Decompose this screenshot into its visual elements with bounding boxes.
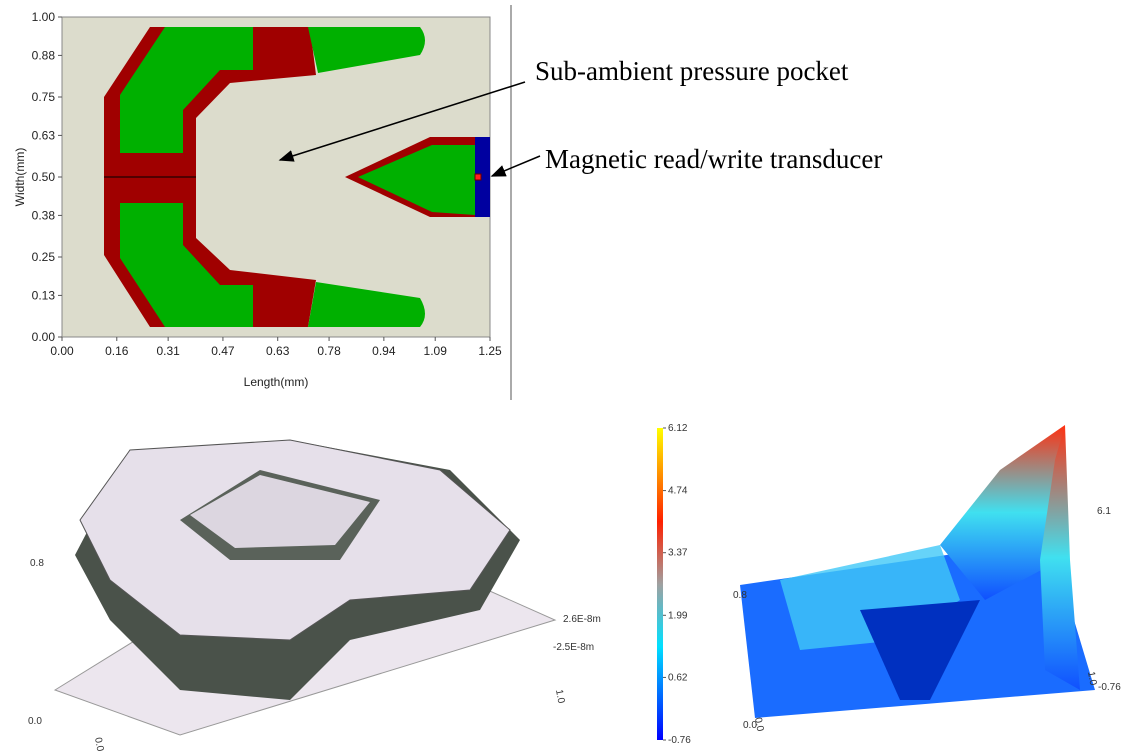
y-tick-label: 0.75 — [32, 90, 56, 104]
surface-label: 2.6E-8m — [563, 614, 601, 625]
surface-label: 0.0 — [743, 720, 757, 731]
x-tick-label: 1.25 — [478, 344, 502, 358]
surface-label: -2.5E-8m — [553, 642, 594, 653]
y-tick-label: 0.88 — [32, 48, 56, 62]
colorbar-tick-label: 6.12 — [668, 423, 688, 434]
colorbar-tick-label: 1.99 — [668, 610, 688, 621]
surface-label: 0.0 — [28, 716, 42, 727]
figure: Sub-ambient pressure pocket Magnetic rea… — [0, 0, 1143, 755]
colorbar-tick-label: 4.74 — [668, 486, 688, 497]
x-tick-label: 0.16 — [105, 344, 129, 358]
colorbar-tick-label: -0.76 — [668, 735, 691, 746]
slider-geometry — [62, 17, 490, 337]
annotation: Magnetic read/write transducer — [545, 144, 882, 174]
y-tick-label: 0.38 — [32, 208, 56, 222]
y-tick-label: 1.00 — [32, 10, 56, 24]
y-tick-label: 0.00 — [32, 330, 56, 344]
x-tick-label: 0.47 — [211, 344, 235, 358]
surface-label: 1.0 — [553, 689, 566, 705]
surface-label: -0.76 — [1098, 682, 1121, 693]
y-tick-label: 0.50 — [32, 170, 56, 184]
x-tick-label: 0.31 — [156, 344, 180, 358]
surface-label: 0.0 — [92, 737, 105, 753]
x-tick-label: 1.09 — [424, 344, 448, 358]
x-axis-label: Length(mm) — [244, 375, 309, 389]
x-tick-label: 0.78 — [317, 344, 341, 358]
surface — [740, 425, 1095, 718]
colorbar-tick-label: 0.62 — [668, 672, 688, 683]
annotation: Sub-ambient pressure pocket — [535, 56, 849, 86]
surface-label: 6.1 — [1097, 506, 1111, 517]
x-tick-label: 0.00 — [50, 344, 74, 358]
x-tick-label: 0.63 — [266, 344, 290, 358]
colorbar-tick-label: 3.37 — [668, 548, 688, 559]
y-tick-label: 0.63 — [32, 128, 56, 142]
surface-label: 0.8 — [733, 590, 747, 601]
y-axis-label: Width(mm) — [13, 148, 27, 207]
arrow — [492, 156, 540, 176]
y-tick-label: 0.13 — [32, 288, 56, 302]
x-tick-label: 0.94 — [372, 344, 396, 358]
3d-geometry — [55, 440, 555, 735]
y-tick-label: 0.25 — [32, 250, 56, 264]
surface-label: 0.8 — [30, 558, 44, 569]
colorbar — [657, 428, 663, 740]
